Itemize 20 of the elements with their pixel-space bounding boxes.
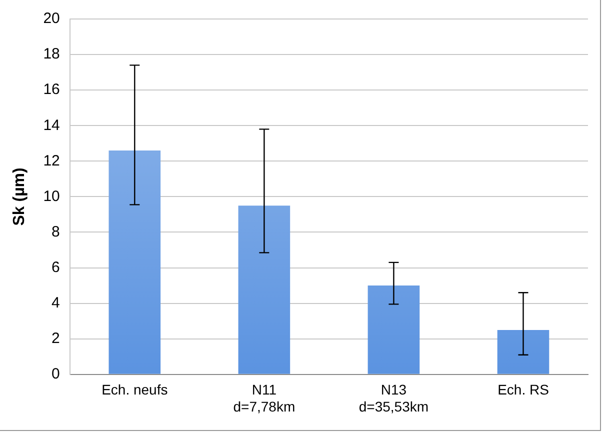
x-tick-label: N11 d=7,78km	[233, 382, 296, 414]
bar	[238, 206, 290, 374]
y-tick-label: 6	[52, 258, 60, 276]
bar	[108, 150, 161, 374]
bar	[497, 330, 550, 374]
y-tick-label: 10	[43, 188, 60, 205]
y-axis-title: Sk (µm)	[11, 168, 28, 226]
y-tick-label: 4	[52, 294, 60, 312]
x-tick-label: N13 d=35,53km	[358, 382, 429, 414]
y-tick-label: 0	[52, 366, 60, 383]
y-tick-label: 14	[43, 116, 60, 134]
y-tick-label: 12	[43, 152, 60, 170]
y-tick-label: 20	[43, 10, 60, 28]
x-tick-label: Ech. neufs	[102, 382, 168, 398]
bar	[368, 286, 420, 374]
y-tick-label: 2	[52, 330, 60, 347]
y-tick-label: 18	[43, 46, 60, 63]
x-tick-label: Ech. RS	[498, 382, 549, 398]
y-tick-label: 16	[43, 81, 60, 98]
y-tick-label: 8	[52, 223, 60, 240]
